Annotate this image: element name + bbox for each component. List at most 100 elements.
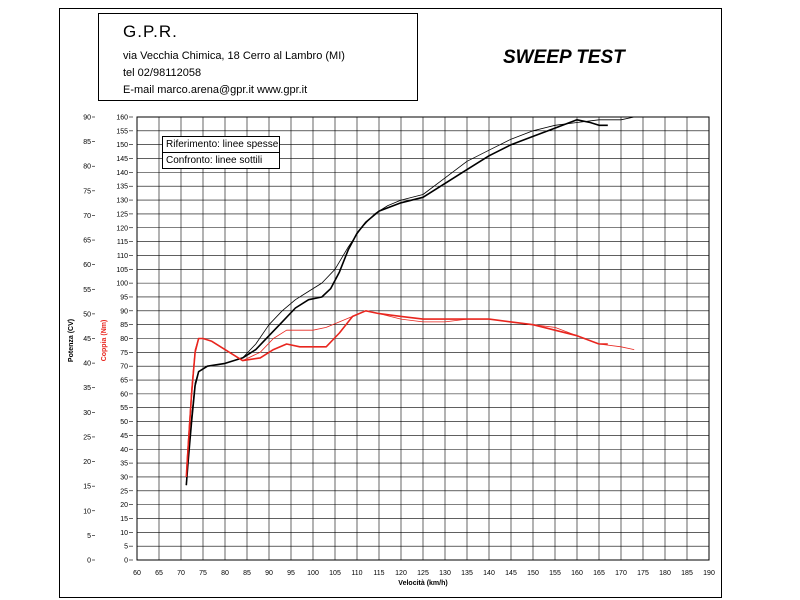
y-right-tick-label: 95	[120, 294, 128, 301]
legend-item-comparison: Confronto: linee sottili	[162, 152, 280, 169]
y-right-tick-label: 60	[120, 391, 128, 398]
y-right-tick-label: 15	[120, 516, 128, 523]
y-left-tick-label: 5	[87, 533, 91, 540]
y-right-tick-label: 20	[120, 502, 128, 509]
y-right-tick-label: 90	[120, 308, 128, 315]
y-right-tick-label: 155	[116, 128, 128, 135]
y-left-tick-label: 20	[83, 459, 91, 466]
y-right-tick-label: 120	[116, 225, 128, 232]
y-left-tick-label: 15	[83, 484, 91, 491]
x-tick-label: 165	[593, 570, 605, 577]
y-left-tick-label: 70	[83, 213, 91, 220]
y-right-tick-label: 50	[120, 419, 128, 426]
x-tick-label: 65	[155, 570, 163, 577]
x-tick-label: 185	[681, 570, 693, 577]
x-tick-label: 160	[571, 570, 583, 577]
x-tick-label: 90	[265, 570, 273, 577]
y-left-tick-label: 55	[83, 287, 91, 294]
x-tick-label: 100	[307, 570, 319, 577]
x-tick-label: 180	[659, 570, 671, 577]
x-tick-label: 115	[373, 570, 384, 577]
y-left-tick-label: 80	[83, 164, 91, 171]
y-left-tick-label: 35	[83, 385, 91, 392]
y-left-tick-label: 45	[83, 336, 91, 343]
y-right-tick-label: 30	[120, 474, 128, 481]
x-tick-label: 85	[243, 570, 251, 577]
y-right-tick-label: 160	[116, 115, 128, 122]
y-right-tick-label: 125	[116, 211, 128, 218]
x-tick-label: 105	[329, 570, 341, 577]
y-right-tick-label: 35	[120, 461, 128, 468]
x-tick-label: 140	[483, 570, 495, 577]
y-right-tick-label: 115	[117, 239, 128, 246]
x-tick-label: 190	[703, 570, 715, 577]
x-tick-label: 80	[221, 570, 229, 577]
x-tick-label: 120	[395, 570, 407, 577]
y-right-tick-label: 80	[120, 336, 128, 343]
y-left-tick-label: 60	[83, 262, 91, 269]
y-left-axis-title: Potenza (CV)	[68, 319, 75, 362]
y-right-tick-label: 70	[120, 364, 128, 371]
y-right-tick-label: 45	[120, 433, 128, 440]
y-right-tick-label: 0	[124, 558, 128, 565]
x-tick-label: 75	[199, 570, 207, 577]
y-left-tick-label: 75	[83, 188, 91, 195]
series-torque-thin	[185, 310, 635, 472]
y-left-axis-ticks: 0 5 10 15 20 25 30 35 40 45 50 55 60 65 70 75 80 85 90	[83, 115, 95, 565]
plot-area	[136, 116, 710, 561]
chart-series	[185, 116, 635, 486]
y-right-tick-label: 75	[120, 350, 128, 357]
y-right-tick-label: 25	[120, 488, 128, 495]
y-right-tick-label: 55	[120, 405, 128, 412]
chart-title: SWEEP TEST	[503, 47, 625, 68]
y-left-tick-label: 30	[83, 410, 91, 417]
y-left-tick-label: 85	[83, 139, 91, 146]
y-left-tick-label: 65	[83, 238, 91, 245]
y-right-tick-label: 10	[120, 530, 128, 537]
legend-item-reference: Riferimento: linee spesse	[162, 136, 280, 153]
series-power-thick	[185, 119, 608, 486]
y-right-axis-title: Coppia (Nm)	[101, 320, 108, 362]
report-frame	[59, 8, 722, 598]
y-right-tick-label: 135	[116, 184, 128, 191]
x-tick-label: 110	[351, 570, 362, 577]
y-right-tick-label: 150	[116, 142, 128, 149]
x-tick-label: 155	[549, 570, 561, 577]
contact-line: E-mail marco.arena@gpr.it www.gpr.it	[123, 84, 308, 96]
x-axis-ticks: 60 65 70 75 80 85 90 95 100 105 110 115 120 125 130 135…	[133, 570, 715, 577]
y-left-tick-label: 40	[83, 361, 91, 368]
header-box: G.P.R. via Vecchia Chimica, 18 Cerro al …	[98, 13, 418, 101]
legend: Riferimento: linee spesse Confronto: lin…	[162, 136, 280, 170]
y-left-tick-label: 25	[83, 434, 91, 441]
x-tick-label: 175	[637, 570, 649, 577]
x-tick-label: 130	[439, 570, 451, 577]
company-name: G.P.R.	[123, 22, 178, 41]
y-right-tick-label: 145	[116, 156, 128, 163]
address-line: via Vecchia Chimica, 18 Cerro al Lambro …	[123, 50, 345, 62]
y-right-tick-label: 65	[120, 378, 128, 385]
x-tick-label: 145	[505, 570, 517, 577]
x-axis-title: Velocità (km/h)	[398, 580, 447, 587]
y-right-tick-label: 85	[120, 322, 128, 329]
y-left-tick-label: 0	[87, 558, 91, 565]
x-tick-label: 70	[177, 570, 185, 577]
y-right-tick-label: 130	[116, 198, 128, 205]
x-tick-label: 135	[461, 570, 473, 577]
x-tick-label: 125	[417, 570, 429, 577]
series-power-thin	[185, 116, 635, 486]
y-left-tick-label: 10	[83, 508, 91, 515]
plot-border	[136, 116, 710, 561]
y-right-tick-label: 100	[116, 281, 128, 288]
x-tick-label: 170	[615, 570, 627, 577]
phone-line: tel 02/98112058	[123, 67, 202, 79]
y-right-tick-label: 105	[116, 267, 128, 274]
x-tick-label: 60	[133, 570, 141, 577]
y-right-axis-ticks: 0 5 10 15 20 25 30 35 40 45 50 55 60 65 70 75 80 85 90 95 10…	[116, 115, 133, 565]
y-left-tick-label: 90	[83, 115, 91, 122]
x-tick-label: 150	[527, 570, 539, 577]
y-right-tick-label: 110	[117, 253, 128, 260]
y-left-tick-label: 50	[83, 311, 91, 318]
y-right-tick-label: 40	[120, 447, 128, 454]
y-right-tick-label: 5	[124, 544, 128, 551]
